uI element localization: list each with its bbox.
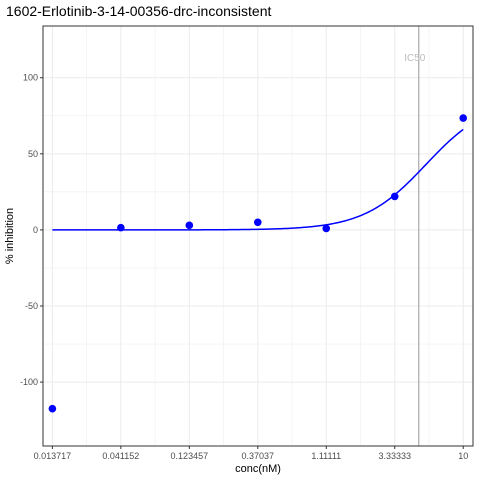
y-tick-label: 50 [28,149,38,159]
data-point [48,404,57,413]
x-tick-label: 0.123457 [171,451,209,461]
chart-title: 1602-Erlotinib-3-14-00356-drc-inconsiste… [6,3,271,19]
x-axis-ticks: 0.013717 0.041152 0.123457 0.37037 1.11111 3.… [34,446,468,461]
data-points [48,114,468,413]
ic50-reference: IC50 [404,26,426,446]
data-point [185,221,194,230]
y-tick-label: 100 [23,73,38,83]
data-point [390,192,399,201]
data-point [322,224,331,233]
x-axis-title: conc(nM) [235,463,281,475]
y-tick-label: -50 [25,301,38,311]
x-tick-label: 1.11111 [311,451,341,461]
ic50-label: IC50 [404,53,426,64]
x-tick-label: 0.37037 [242,451,275,461]
y-axis-ticks: 100 50 0 -50 -100 [20,73,43,387]
data-point [459,114,468,122]
grid-lines [43,26,473,446]
x-tick-label: 0.013717 [34,451,72,461]
data-point [117,223,125,232]
x-tick-label: 10 [458,451,468,461]
y-tick-label: 0 [33,225,38,235]
x-tick-label: 0.041152 [102,451,139,461]
data-point [253,218,262,227]
x-tick-label: 3.33333 [378,451,411,461]
y-tick-label: -100 [20,377,38,387]
y-axis-title: % inhibition [4,208,16,264]
